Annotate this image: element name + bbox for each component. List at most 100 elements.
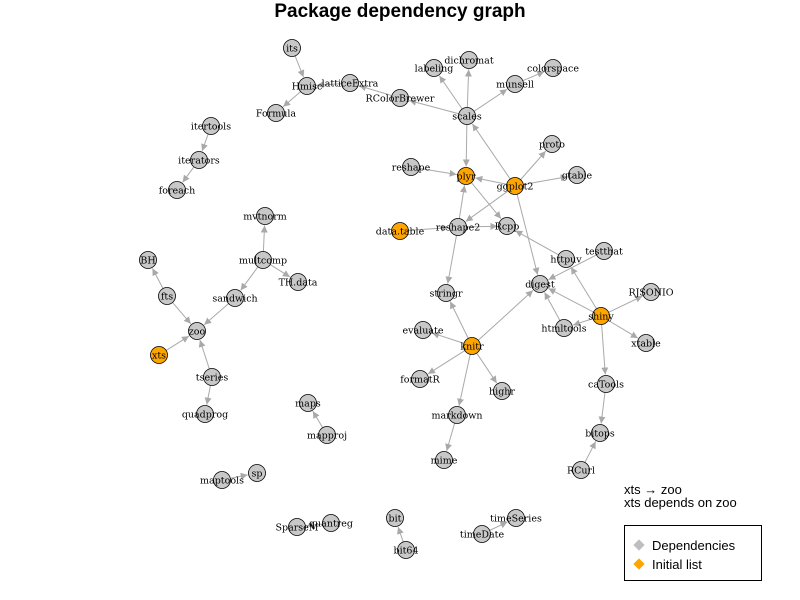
node-label: mvtnorm xyxy=(243,212,287,223)
node-label: reshape xyxy=(392,163,431,174)
node-label: mapproj xyxy=(307,431,347,442)
graph-title: Package dependency graph xyxy=(274,1,526,22)
edge-multcomp-to-TH.data xyxy=(269,264,291,278)
node-circle xyxy=(460,51,478,69)
node-circle xyxy=(543,135,561,153)
edge-reshape2-to-plyr xyxy=(458,185,467,219)
node-circle xyxy=(637,334,655,352)
edge-htmltools-to-digest xyxy=(544,292,561,321)
node-circle xyxy=(267,104,285,122)
edge-plyr-to-Rcpp xyxy=(471,182,502,219)
node-digest: digest xyxy=(525,275,555,293)
node-circle xyxy=(506,177,524,195)
node-circle xyxy=(498,217,516,235)
edge-scales-to-dichromat xyxy=(464,69,472,108)
edge-scales-to-RColorBrewer xyxy=(409,98,459,115)
node-label: fts xyxy=(161,292,173,303)
node-label: stringr xyxy=(429,289,462,300)
node-formatR: formatR xyxy=(400,370,441,388)
node-label: Hmisc xyxy=(292,82,323,93)
node-label: ggplot2 xyxy=(497,182,534,193)
node-evaluate: evaluate xyxy=(403,321,444,339)
node-circle xyxy=(158,287,176,305)
node-label: RJSONIO xyxy=(628,288,673,299)
edge-caTools-to-bitops xyxy=(598,392,606,424)
node-label: labeling xyxy=(415,64,454,75)
node-label: sandwich xyxy=(212,294,257,305)
node-label: RColorBrewer xyxy=(366,94,435,105)
edge-knitr-to-markdown xyxy=(457,354,471,406)
edge-httpuv-to-Rcpp xyxy=(515,230,559,256)
note-line-1: xts → zoo xyxy=(624,482,682,497)
edge-scales-to-plyr xyxy=(462,124,470,167)
node-circle xyxy=(298,77,316,95)
node-TH.data: TH.data xyxy=(279,273,318,291)
edge-multcomp-to-mvtnorm xyxy=(260,225,268,252)
node-label: caTools xyxy=(588,380,624,391)
edge-bit64-to-bit xyxy=(397,526,404,543)
edge-tseries-to-quadprog xyxy=(204,385,212,405)
node-quadprog: quadprog xyxy=(182,405,228,423)
node-stringr: stringr xyxy=(429,284,463,302)
node-label: xtable xyxy=(631,339,661,350)
node-ggplot2: ggplot2 xyxy=(497,177,534,195)
edge-ggplot2-to-digest xyxy=(516,194,540,275)
node-label: iterators xyxy=(178,156,220,167)
node-label: data.table xyxy=(376,227,425,238)
edge-shiny-to-htmltools xyxy=(572,318,594,327)
edge-knitr-to-highr xyxy=(476,352,498,384)
edge-ggplot2-to-scales xyxy=(471,123,511,180)
node-label: gtable xyxy=(562,171,593,182)
node-tseries: tseries xyxy=(196,368,229,386)
node-label: timeDate xyxy=(460,530,505,541)
node-circle xyxy=(288,518,306,536)
edge-ggplot2-to-reshape2 xyxy=(465,190,509,222)
edge-reshape-to-plyr xyxy=(419,167,457,177)
node-label: tseries xyxy=(196,373,229,384)
node-shiny: shiny xyxy=(588,307,614,325)
node-label: bit xyxy=(389,514,402,525)
edge-fts-to-BH xyxy=(151,268,164,289)
node-label: colorspace xyxy=(527,64,579,75)
node-httpuv: httpuv xyxy=(550,250,582,268)
edge-RCurl-to-bitops xyxy=(584,441,597,463)
legend-item-initial: Initial list xyxy=(633,558,702,572)
edge-knitr-to-evaluate xyxy=(431,331,465,344)
node-circle xyxy=(188,322,206,340)
node-label: dichromat xyxy=(444,56,493,67)
node-bit64: bit64 xyxy=(393,541,419,559)
edge-Hmisc-to-Formula xyxy=(282,91,301,108)
node-SparseM: SparseM xyxy=(275,518,319,536)
node-timeSeries: timeSeries xyxy=(490,509,542,527)
edge-reshape2-to-Rcpp xyxy=(466,222,498,230)
node-zoo: zoo xyxy=(188,322,206,340)
node-itertools: itertools xyxy=(191,117,231,135)
edge-RColorBrewer-to-latticeExtra xyxy=(358,84,393,97)
legend-item-dependencies: Dependencies xyxy=(633,539,735,553)
node-label: foreach xyxy=(159,186,196,197)
node-circle xyxy=(597,375,615,393)
node-label: munsell xyxy=(496,80,534,91)
node-circle xyxy=(437,284,455,302)
node-label: httpuv xyxy=(550,255,582,266)
node-circle xyxy=(190,151,208,169)
node-label: htmltools xyxy=(541,324,586,335)
node-label: zoo xyxy=(189,327,206,338)
node-Formula: Formula xyxy=(256,104,296,122)
node-label: quantreg xyxy=(309,519,353,530)
node-circle xyxy=(289,273,307,291)
edge-mapproj-to-maps xyxy=(312,410,324,428)
node-circle xyxy=(457,167,475,185)
node-circle xyxy=(557,250,575,268)
node-label: formatR xyxy=(400,375,440,386)
node-gtable: gtable xyxy=(562,166,593,184)
node-circle xyxy=(254,251,272,269)
node-mapproj: mapproj xyxy=(307,426,347,444)
edge-sandwich-to-zoo xyxy=(203,303,229,326)
node-label: sp xyxy=(252,469,263,480)
node-foreach: foreach xyxy=(159,181,196,199)
node-circle xyxy=(544,59,562,77)
node-circle xyxy=(391,89,409,107)
legend: Dependencies Initial list xyxy=(624,525,762,581)
